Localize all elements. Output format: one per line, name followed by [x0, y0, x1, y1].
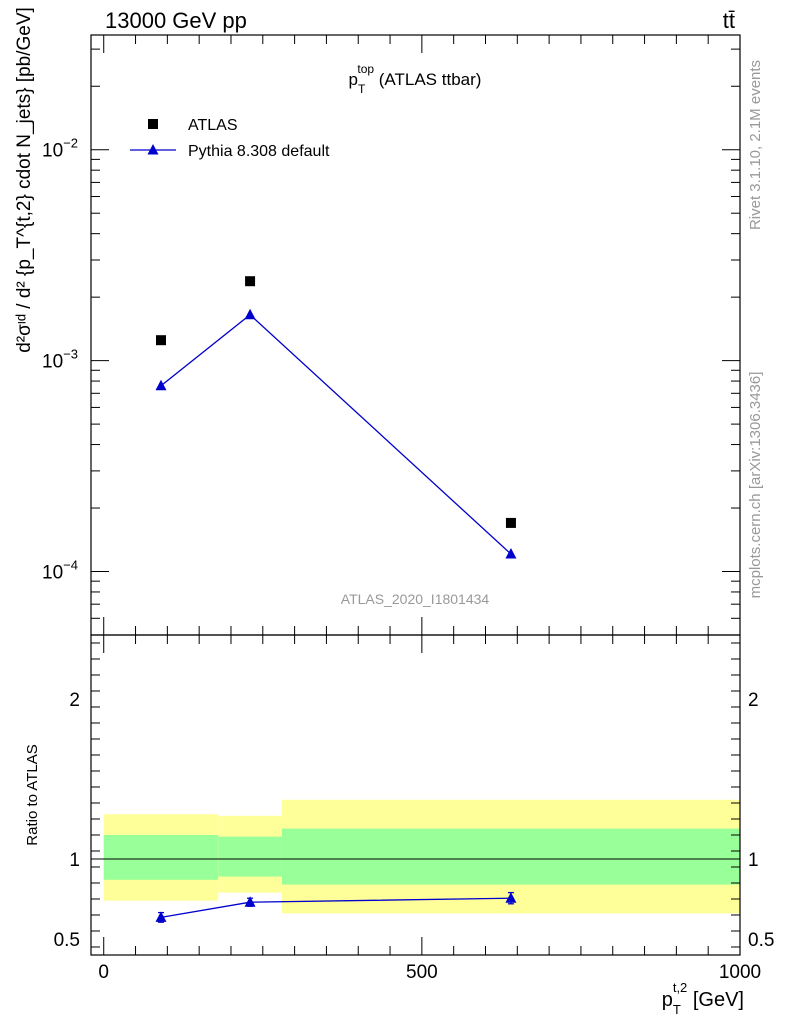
y-axis-label: d²σᶦᵈ / d² {p_T^{t,2} cdot N_jets} [pb/G…	[14, 7, 35, 353]
y-tick-label: 10−2	[42, 136, 78, 162]
ratio-frame	[90, 634, 741, 956]
data-point	[244, 308, 256, 320]
x-tick-label: 0	[98, 962, 109, 983]
ratio-y-axis-label: Ratio to ATLAS	[24, 744, 41, 845]
ratio-y-tick-label-right: 0.5	[748, 930, 774, 951]
legend-label: Pythia 8.308 default	[188, 143, 330, 160]
x-tick-label: 500	[406, 962, 438, 983]
y-tick-label: 10−3	[42, 347, 78, 373]
data-point	[245, 276, 256, 287]
header-right: tt̄	[723, 8, 735, 33]
ratio-data-point	[155, 911, 167, 922]
rivet-label: Rivet 3.1.10, 2.1M events	[747, 60, 764, 230]
uncertainty-band-green	[218, 836, 282, 877]
data-point	[505, 517, 516, 528]
ratio-y-tick-label: 1	[69, 850, 80, 871]
uncertainty-band-green	[103, 835, 219, 880]
legend-marker	[148, 119, 158, 129]
series-line	[160, 313, 512, 555]
data-point	[155, 379, 167, 391]
legend-label: ATLAS	[188, 117, 238, 134]
ratio-y-tick-label-right: 2	[748, 690, 759, 711]
data-point	[505, 548, 517, 559]
ratio-plot-panel: 0.5 0.5 1 1 2 2 0 500 1000 Ratio to ATLAS pTt,2 [G…	[24, 634, 774, 1017]
x-axis-label: pTt,2 [GeV]	[662, 980, 744, 1017]
analysis-id-watermark: ATLAS_2020_I1801434	[341, 591, 490, 607]
y-tick-label: 10−4	[42, 558, 78, 584]
legend-marker	[147, 144, 159, 155]
mcplots-label: mcplots.cern.ch [arXiv:1306.3436]	[747, 372, 764, 599]
ratio-data-point	[505, 892, 517, 903]
ratio-y-tick-label: 2	[69, 690, 80, 711]
ratio-y-tick-label-right: 1	[748, 850, 759, 871]
header-left: 13000 GeV pp	[105, 8, 247, 33]
ratio-data-point	[244, 896, 256, 907]
data-point	[155, 335, 166, 346]
uncertainty-band-green	[281, 828, 740, 885]
plot-title: pTtop (ATLAS ttbar)	[349, 62, 482, 96]
ratio-y-tick-label: 0.5	[54, 930, 80, 951]
x-tick-label: 1000	[719, 962, 761, 983]
main-plot-panel: 10−4 10−3 10−2 pTtop (ATLAS ttbar) ATLAS_202…	[14, 7, 741, 636]
